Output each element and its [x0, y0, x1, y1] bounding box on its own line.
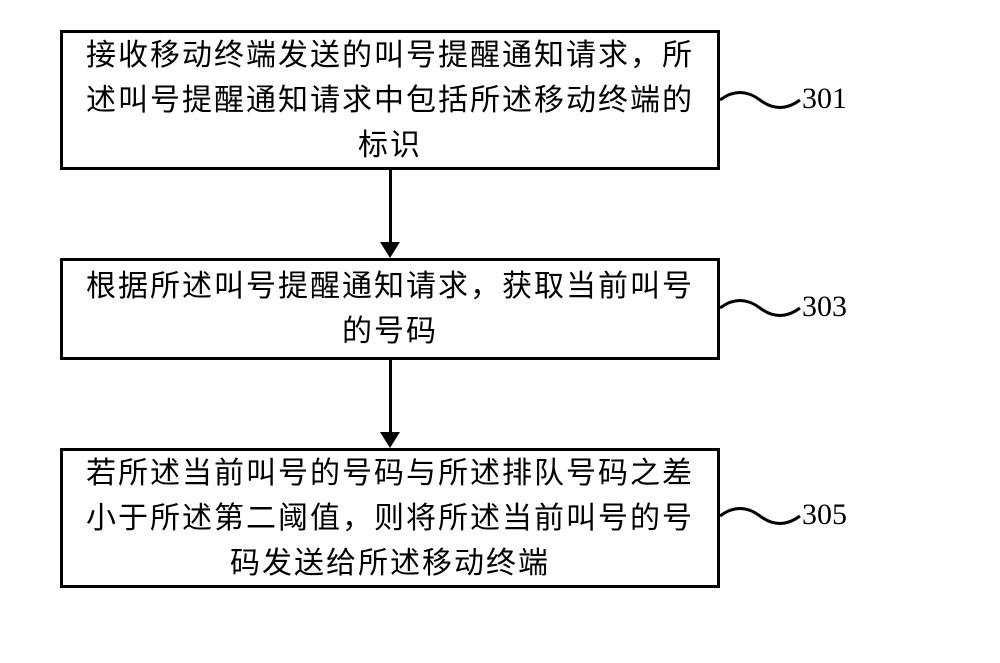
step-label-3: 305 — [802, 498, 847, 532]
text-line: 述叫号提醒通知请求中包括所述移动终端的 — [86, 84, 694, 117]
text-line: 小于所述第二阈值，则将所述当前叫号的号 — [86, 502, 694, 535]
squiggle-connector-3 — [720, 496, 805, 536]
arrow-2-line — [389, 360, 392, 432]
flow-step-1: 接收移动终端发送的叫号提醒通知请求，所 述叫号提醒通知请求中包括所述移动终端的 … — [60, 30, 720, 170]
flow-step-3: 若所述当前叫号的号码与所述排队号码之差 小于所述第二阈值，则将所述当前叫号的号 … — [60, 448, 720, 588]
arrow-1-line — [389, 170, 392, 242]
arrow-2-head — [380, 432, 400, 448]
flow-step-2: 根据所述叫号提醒通知请求，获取当前叫号 的号码 — [60, 258, 720, 360]
text-line: 若所述当前叫号的号码与所述排队号码之差 — [86, 457, 694, 490]
flow-step-3-text: 若所述当前叫号的号码与所述排队号码之差 小于所述第二阈值，则将所述当前叫号的号 … — [86, 451, 694, 586]
step-label-2: 303 — [802, 290, 847, 324]
text-line: 码发送给所述移动终端 — [230, 547, 550, 580]
arrow-1-head — [380, 242, 400, 258]
flow-step-1-text: 接收移动终端发送的叫号提醒通知请求，所 述叫号提醒通知请求中包括所述移动终端的 … — [86, 33, 694, 168]
step-label-1: 301 — [802, 82, 847, 116]
text-line: 的号码 — [342, 315, 438, 348]
squiggle-connector-1 — [720, 80, 805, 120]
text-line: 标识 — [358, 129, 422, 162]
squiggle-connector-2 — [720, 288, 805, 328]
text-line: 根据所述叫号提醒通知请求，获取当前叫号 — [86, 270, 694, 303]
text-line: 接收移动终端发送的叫号提醒通知请求，所 — [86, 39, 694, 72]
flow-step-2-text: 根据所述叫号提醒通知请求，获取当前叫号 的号码 — [86, 264, 694, 354]
